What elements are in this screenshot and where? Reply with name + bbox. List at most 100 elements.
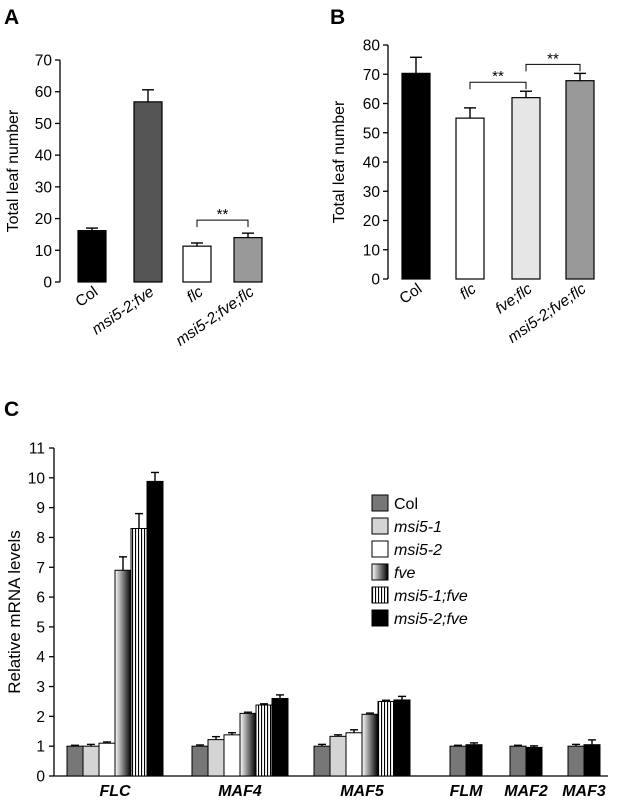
bar-flc-5 xyxy=(146,480,164,777)
y-tick-label: 0 xyxy=(36,769,45,786)
bar-0 xyxy=(401,72,431,280)
bar-maf4-2 xyxy=(223,734,241,777)
y-tick-label: 6 xyxy=(36,590,45,607)
chart-panel-b: 0 10 20 30 40 50 60 70 80 Total leaf number Col flc… xyxy=(331,38,595,347)
bar-maf3-5 xyxy=(583,744,601,777)
y-tick-label: 70 xyxy=(35,53,53,70)
y-tick-label: 4 xyxy=(36,649,45,666)
x-category-label: flc xyxy=(457,280,480,303)
y-axis-label: Relative mRNA levels xyxy=(5,530,24,693)
y-tick-label: 50 xyxy=(35,116,53,133)
bar-1 xyxy=(455,117,485,280)
bar-maf5-3 xyxy=(361,713,379,777)
bar-flc-2 xyxy=(98,742,116,777)
y-tick-label: 30 xyxy=(35,179,53,196)
y-tick-label: 10 xyxy=(35,243,53,260)
y-axis-label: Total leaf number xyxy=(331,100,348,223)
significance-label: ** xyxy=(492,68,504,85)
bar-0 xyxy=(77,230,107,283)
x-category-label: FLM xyxy=(450,783,484,800)
legend-swatch-1 xyxy=(371,517,389,535)
bar-maf5-1 xyxy=(329,735,347,777)
y-tick-label: 10 xyxy=(28,470,46,487)
bar-maf4-3 xyxy=(239,712,257,777)
x-category-label: MAF5 xyxy=(340,783,385,800)
significance-bracket xyxy=(196,219,249,228)
y-tick-label: 20 xyxy=(35,211,53,228)
y-tick-label: 7 xyxy=(36,560,45,577)
legend-label-3: fve xyxy=(394,565,415,582)
y-tick-label: 40 xyxy=(363,155,381,172)
bar-1 xyxy=(133,101,163,283)
chart-panel-a: 0 10 20 30 40 50 60 70 Total leaf number Colmsi5-… xyxy=(5,53,263,350)
legend-swatch-4 xyxy=(371,586,389,604)
bar-flc-0 xyxy=(66,745,84,777)
y-tick-label: 9 xyxy=(36,500,45,517)
legend-label-2: msi5-2 xyxy=(394,542,442,559)
x-category-label: msi5-2;fve xyxy=(89,283,158,338)
significance-bracket xyxy=(525,63,581,72)
significance-bracket xyxy=(469,81,527,90)
legend-swatch-2 xyxy=(371,540,389,558)
x-category-label: fve;flc xyxy=(492,280,535,317)
bar-flc-1 xyxy=(82,745,100,777)
legend-swatch-3 xyxy=(371,563,389,581)
bar-3 xyxy=(565,80,595,280)
y-tick-label: 80 xyxy=(363,38,381,55)
y-tick-label: 70 xyxy=(363,67,381,84)
panel-label-a: A xyxy=(4,6,19,29)
y-tick-label: 3 xyxy=(36,679,45,696)
bar-maf2-5 xyxy=(525,746,543,777)
x-category-label: Col xyxy=(396,280,425,307)
y-tick-label: 5 xyxy=(36,619,45,636)
legend-swatch-0 xyxy=(371,494,389,512)
bar-maf4-1 xyxy=(207,739,225,777)
bar-2 xyxy=(511,97,541,280)
legend-swatch-5 xyxy=(371,609,389,627)
bar-maf2-0 xyxy=(509,745,527,777)
significance-label: ** xyxy=(217,206,229,223)
y-tick-label: 1 xyxy=(36,739,45,756)
bar-maf5-0 xyxy=(313,745,331,777)
x-category-label: Col xyxy=(72,283,101,310)
bar-flc-4 xyxy=(130,528,148,777)
y-tick-label: 50 xyxy=(363,125,381,142)
legend-label-5: msi5-2;fve xyxy=(394,611,468,628)
x-category-label: MAF4 xyxy=(218,783,262,800)
y-tick-label: 60 xyxy=(363,96,381,113)
y-tick-label: 20 xyxy=(363,213,381,230)
y-tick-label: 2 xyxy=(36,709,45,726)
y-tick-label: 40 xyxy=(35,148,53,165)
y-tick-label: 60 xyxy=(35,84,53,101)
y-tick-label: 0 xyxy=(371,272,380,289)
y-tick-label: 10 xyxy=(363,242,381,259)
bar-maf5-4 xyxy=(377,700,395,777)
bar-maf3-0 xyxy=(567,745,585,777)
x-category-label: flc xyxy=(184,283,207,306)
bar-maf5-2 xyxy=(345,732,363,777)
y-axis-label: Total leaf number xyxy=(5,109,22,232)
bar-flc-3 xyxy=(114,569,132,777)
bar-3 xyxy=(233,237,263,283)
legend-label-4: msi5-1;fve xyxy=(394,588,468,605)
y-tick-label: 8 xyxy=(36,530,45,547)
panel-label-b: B xyxy=(330,6,345,29)
legend-label-0: Col xyxy=(394,496,418,513)
bar-flm-0 xyxy=(449,745,467,777)
y-tick-label: 11 xyxy=(29,441,45,458)
significance-label: ** xyxy=(547,50,559,67)
x-category-label: FLC xyxy=(99,783,131,800)
panel-label-c: C xyxy=(4,398,19,421)
bar-maf4-5 xyxy=(271,697,289,777)
x-category-label: MAF3 xyxy=(562,783,606,800)
chart-panel-c: 0 1 2 3 4 5 6 7 8 9 10 11 Relative mRNA levels FLC MAF… xyxy=(5,441,608,800)
legend-label-1: msi5-1 xyxy=(394,519,442,536)
y-tick-label: 30 xyxy=(363,184,381,201)
bar-2 xyxy=(182,245,212,283)
bar-maf4-0 xyxy=(191,745,209,777)
bar-maf4-4 xyxy=(255,704,273,777)
y-tick-label: 0 xyxy=(43,275,52,292)
bar-maf5-5 xyxy=(393,699,411,777)
x-category-label: MAF2 xyxy=(504,783,548,800)
